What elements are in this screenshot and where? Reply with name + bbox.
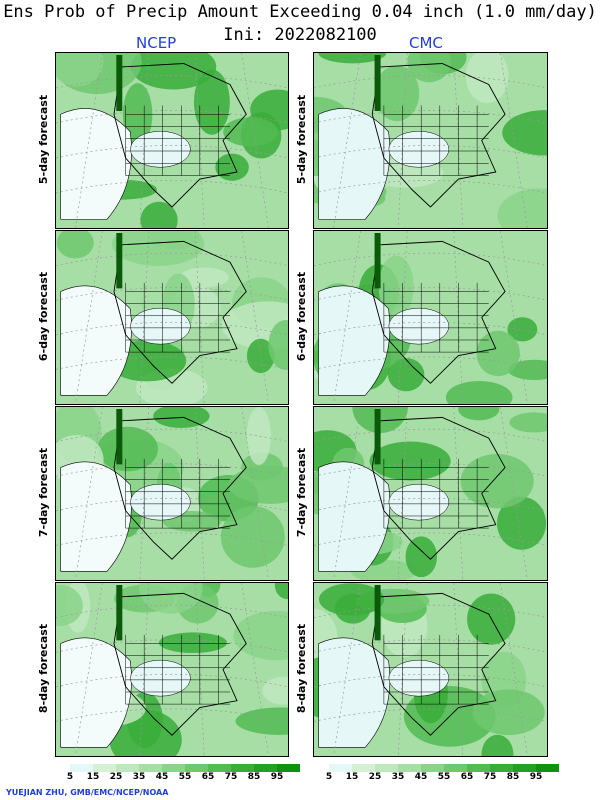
- row-label-8day: 8-day forecast: [37, 623, 51, 714]
- colorbar-label: 5: [66, 772, 74, 782]
- colorbar-swatch: [208, 764, 231, 772]
- row-label-7day: 7-day forecast: [37, 447, 51, 538]
- colorbar-label: 15: [345, 772, 359, 782]
- colorbar-swatch: [398, 764, 421, 772]
- map-panel-ncep-6day: [55, 230, 289, 405]
- colorbar-label: 95: [529, 772, 543, 782]
- colorbar-label: 85: [506, 772, 520, 782]
- colorbar-swatch: [421, 764, 444, 772]
- init-time-label: Ini: 2022082100: [223, 25, 377, 45]
- colorbar-swatch: [231, 764, 254, 772]
- map-panel-cmc-5day: [313, 52, 548, 229]
- colorbar-label: 55: [178, 772, 192, 782]
- colorbar-swatch: [375, 764, 398, 772]
- colorbar-label: 55: [437, 772, 451, 782]
- colorbar-left: [47, 764, 300, 772]
- model-label-cmc: CMC: [409, 34, 443, 52]
- colorbar-swatch: [352, 764, 375, 772]
- colorbar-swatch: [306, 764, 329, 772]
- colorbar-label: 65: [201, 772, 215, 782]
- colorbar-label: 75: [224, 772, 238, 782]
- colorbar-label: 5: [325, 772, 333, 782]
- colorbar-right: [306, 764, 559, 772]
- colorbar-label: 45: [155, 772, 169, 782]
- credit-text: YUEJIAN ZHU, GMB/EMC/NCEP/NOAA: [6, 788, 169, 797]
- colorbar-swatch: [162, 764, 185, 772]
- colorbar-label: 85: [247, 772, 261, 782]
- map-panel-cmc-7day: [313, 406, 548, 581]
- colorbar-label: 25: [109, 772, 123, 782]
- row-label-5day-cmc: 5-day forecast: [295, 94, 309, 185]
- colorbar-swatch: [513, 764, 536, 772]
- row-label-6day: 6-day forecast: [37, 271, 51, 362]
- colorbar-swatch: [536, 764, 559, 772]
- colorbar-swatch: [93, 764, 116, 772]
- colorbar-swatch: [254, 764, 277, 772]
- colorbar-swatch: [70, 764, 93, 772]
- colorbar-swatch: [277, 764, 300, 772]
- colorbar-label: 95: [270, 772, 284, 782]
- colorbar-swatch: [467, 764, 490, 772]
- figure-title: Ens Prob of Precip Amount Exceeding 0.04…: [3, 2, 597, 22]
- map-panel-cmc-6day: [313, 230, 548, 405]
- colorbar-label: 75: [483, 772, 497, 782]
- colorbar-label: 15: [86, 772, 100, 782]
- map-panel-cmc-8day: [313, 582, 548, 757]
- colorbar-swatch: [444, 764, 467, 772]
- map-panel-ncep-8day: [55, 582, 289, 757]
- map-panel-ncep-5day: [55, 52, 289, 229]
- row-label-8day-cmc: 8-day forecast: [295, 623, 309, 714]
- row-label-5day: 5-day forecast: [37, 94, 51, 185]
- model-label-ncep: NCEP: [136, 34, 177, 52]
- colorbar-swatch: [490, 764, 513, 772]
- colorbar-swatch: [329, 764, 352, 772]
- colorbar-label: 65: [460, 772, 474, 782]
- colorbar-swatch: [185, 764, 208, 772]
- colorbar-label: 45: [414, 772, 428, 782]
- colorbar-swatch: [116, 764, 139, 772]
- map-panel-ncep-7day: [55, 406, 289, 581]
- row-label-6day-cmc: 6-day forecast: [295, 271, 309, 362]
- colorbar-swatch: [139, 764, 162, 772]
- colorbar-swatch: [47, 764, 70, 772]
- colorbar-label: 25: [368, 772, 382, 782]
- colorbar-label: 35: [391, 772, 405, 782]
- row-label-7day-cmc: 7-day forecast: [295, 447, 309, 538]
- colorbar-label: 35: [132, 772, 146, 782]
